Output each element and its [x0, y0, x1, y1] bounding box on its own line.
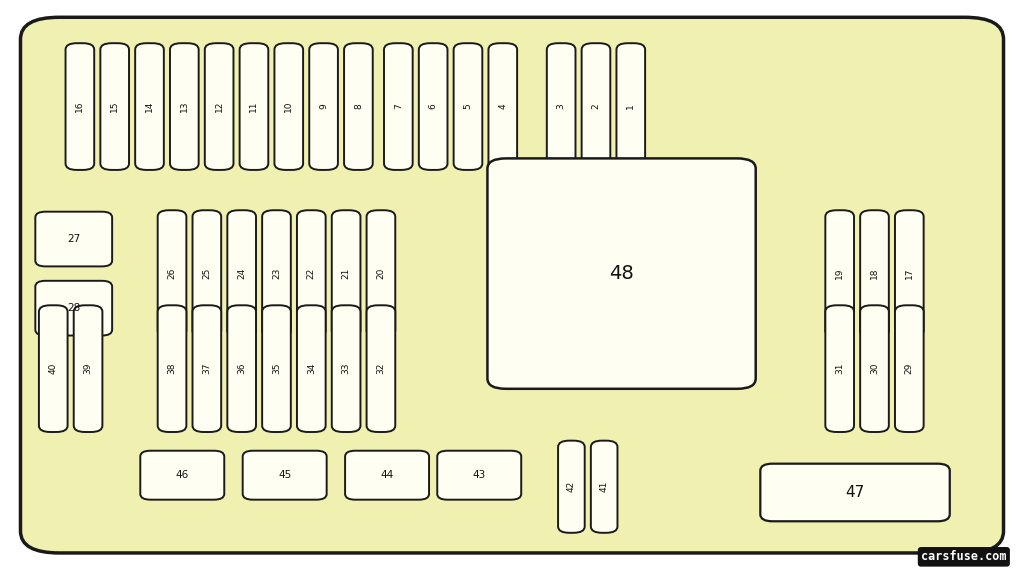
- Text: 41: 41: [600, 481, 608, 492]
- FancyBboxPatch shape: [454, 43, 482, 170]
- Text: 40: 40: [49, 363, 57, 374]
- Text: 44: 44: [381, 470, 393, 480]
- FancyBboxPatch shape: [309, 43, 338, 170]
- Text: 38: 38: [168, 363, 176, 374]
- FancyBboxPatch shape: [170, 43, 199, 170]
- Text: 39: 39: [84, 363, 92, 374]
- FancyBboxPatch shape: [20, 17, 1004, 553]
- Text: 35: 35: [272, 363, 281, 374]
- Text: 22: 22: [307, 268, 315, 279]
- Text: 1: 1: [627, 104, 635, 109]
- Text: 30: 30: [870, 363, 879, 374]
- FancyBboxPatch shape: [262, 305, 291, 432]
- FancyBboxPatch shape: [488, 43, 517, 170]
- Text: 26: 26: [168, 268, 176, 279]
- Text: 9: 9: [319, 104, 328, 109]
- Text: 10: 10: [285, 101, 293, 112]
- Text: 48: 48: [609, 264, 634, 283]
- Text: 18: 18: [870, 268, 879, 279]
- FancyBboxPatch shape: [332, 305, 360, 432]
- FancyBboxPatch shape: [193, 210, 221, 337]
- FancyBboxPatch shape: [74, 305, 102, 432]
- FancyBboxPatch shape: [344, 43, 373, 170]
- Text: 11: 11: [250, 101, 258, 112]
- FancyBboxPatch shape: [274, 43, 303, 170]
- Text: 19: 19: [836, 268, 844, 279]
- FancyBboxPatch shape: [616, 43, 645, 170]
- Text: 3: 3: [557, 104, 565, 109]
- Text: 34: 34: [307, 363, 315, 374]
- Text: 2: 2: [592, 104, 600, 109]
- Text: 7: 7: [394, 104, 402, 109]
- FancyBboxPatch shape: [262, 210, 291, 337]
- FancyBboxPatch shape: [297, 210, 326, 337]
- FancyBboxPatch shape: [140, 450, 224, 500]
- FancyBboxPatch shape: [367, 210, 395, 337]
- FancyBboxPatch shape: [35, 212, 112, 267]
- Text: 45: 45: [279, 470, 291, 480]
- FancyBboxPatch shape: [419, 43, 447, 170]
- FancyBboxPatch shape: [760, 464, 950, 521]
- Text: 15: 15: [111, 101, 119, 112]
- FancyBboxPatch shape: [558, 441, 585, 533]
- FancyBboxPatch shape: [205, 43, 233, 170]
- Text: 5: 5: [464, 104, 472, 109]
- FancyBboxPatch shape: [367, 305, 395, 432]
- Text: 16: 16: [76, 101, 84, 112]
- Text: 27: 27: [68, 234, 80, 244]
- FancyBboxPatch shape: [582, 43, 610, 170]
- Text: 31: 31: [836, 363, 844, 374]
- FancyBboxPatch shape: [547, 43, 575, 170]
- FancyBboxPatch shape: [591, 441, 617, 533]
- FancyBboxPatch shape: [825, 305, 854, 432]
- FancyBboxPatch shape: [227, 210, 256, 337]
- Text: 42: 42: [567, 481, 575, 492]
- Text: 12: 12: [215, 101, 223, 112]
- FancyBboxPatch shape: [895, 305, 924, 432]
- FancyBboxPatch shape: [100, 43, 129, 170]
- FancyBboxPatch shape: [66, 43, 94, 170]
- FancyBboxPatch shape: [332, 210, 360, 337]
- FancyBboxPatch shape: [895, 210, 924, 337]
- Text: 14: 14: [145, 101, 154, 112]
- FancyBboxPatch shape: [297, 305, 326, 432]
- FancyBboxPatch shape: [158, 210, 186, 337]
- Text: 28: 28: [68, 303, 80, 313]
- FancyBboxPatch shape: [193, 305, 221, 432]
- FancyBboxPatch shape: [860, 305, 889, 432]
- FancyBboxPatch shape: [243, 450, 327, 500]
- FancyBboxPatch shape: [860, 210, 889, 337]
- Text: 43: 43: [473, 470, 485, 480]
- Text: 17: 17: [905, 268, 913, 279]
- Text: 20: 20: [377, 268, 385, 279]
- Text: 46: 46: [176, 470, 188, 480]
- FancyBboxPatch shape: [39, 305, 68, 432]
- Text: 29: 29: [905, 363, 913, 374]
- FancyBboxPatch shape: [227, 305, 256, 432]
- FancyBboxPatch shape: [487, 158, 756, 389]
- Text: 21: 21: [342, 268, 350, 279]
- FancyBboxPatch shape: [35, 281, 112, 335]
- Text: 37: 37: [203, 363, 211, 374]
- Text: 6: 6: [429, 104, 437, 109]
- Text: 33: 33: [342, 363, 350, 374]
- Text: 32: 32: [377, 363, 385, 374]
- FancyBboxPatch shape: [158, 305, 186, 432]
- FancyBboxPatch shape: [240, 43, 268, 170]
- FancyBboxPatch shape: [825, 210, 854, 337]
- Text: 8: 8: [354, 104, 362, 109]
- Text: 4: 4: [499, 104, 507, 109]
- FancyBboxPatch shape: [345, 450, 429, 500]
- Text: carsfuse.com: carsfuse.com: [922, 550, 1007, 563]
- FancyBboxPatch shape: [384, 43, 413, 170]
- FancyBboxPatch shape: [437, 450, 521, 500]
- FancyBboxPatch shape: [135, 43, 164, 170]
- Text: 47: 47: [846, 485, 864, 500]
- Text: 23: 23: [272, 268, 281, 279]
- Text: 25: 25: [203, 268, 211, 279]
- Text: 36: 36: [238, 363, 246, 374]
- Text: 24: 24: [238, 268, 246, 279]
- Text: 13: 13: [180, 101, 188, 112]
